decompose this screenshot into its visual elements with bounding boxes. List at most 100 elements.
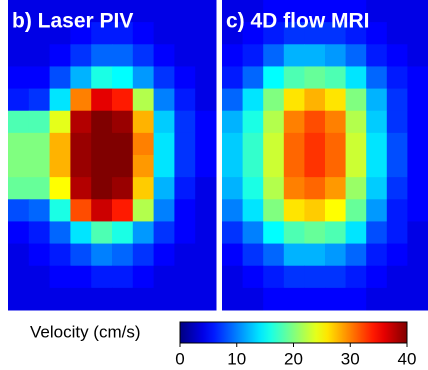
heatmap-cell <box>195 89 216 112</box>
heatmap-cell <box>195 44 216 67</box>
heatmap-cell <box>133 155 154 178</box>
heatmap-cell <box>195 244 216 267</box>
heatmap-cell <box>154 288 175 311</box>
heatmap-cell <box>8 199 29 222</box>
heatmap-cell <box>50 111 71 134</box>
heatmap-cell <box>263 288 284 311</box>
heatmap-cell <box>304 244 325 267</box>
heatmap-cell <box>70 89 91 112</box>
heatmap-cell <box>174 199 195 222</box>
heatmap-cell <box>284 44 305 67</box>
heatmap-cell <box>366 89 387 112</box>
heatmap-cell <box>91 44 112 67</box>
heatmap-cell <box>112 199 133 222</box>
heatmap-cell <box>325 221 346 244</box>
heatmap-cell <box>8 44 29 67</box>
heatmap-cell <box>222 44 243 67</box>
heatmap-cell <box>91 199 112 222</box>
heatmap-cell <box>154 66 175 89</box>
heatmap-cell <box>346 66 367 89</box>
heatmap-cell <box>8 266 29 289</box>
heatmap-cell <box>366 111 387 134</box>
heatmap-cell <box>284 288 305 311</box>
colorbar-tick-label: 20 <box>284 349 303 368</box>
heatmap-cell <box>243 89 264 112</box>
heatmap-cell <box>8 133 29 156</box>
heatmap-cell <box>50 199 71 222</box>
heatmap-cell <box>284 155 305 178</box>
heatmap-cell <box>304 221 325 244</box>
heatmap-cell <box>387 133 408 156</box>
heatmap-cell <box>154 199 175 222</box>
heatmap-cell <box>91 177 112 200</box>
heatmap-cell <box>284 199 305 222</box>
heatmap-cell <box>222 133 243 156</box>
heatmap-cell <box>195 111 216 134</box>
heatmap-cell <box>387 266 408 289</box>
heatmap-cell <box>174 22 195 45</box>
heatmap-cell <box>29 177 50 200</box>
heatmap-cell <box>243 66 264 89</box>
heatmap-cell <box>222 89 243 112</box>
heatmap-cell <box>325 177 346 200</box>
heatmap-cell <box>325 111 346 134</box>
heatmap-cell <box>29 44 50 67</box>
heatmap-cell <box>112 177 133 200</box>
heatmap-cell <box>29 266 50 289</box>
heatmap-cell <box>133 199 154 222</box>
heatmap-cell <box>346 199 367 222</box>
heatmap-cell <box>407 133 428 156</box>
heatmap-cell <box>154 221 175 244</box>
heatmap-cell <box>387 44 408 67</box>
heatmap-cell <box>29 155 50 178</box>
heatmap-cell <box>366 199 387 222</box>
heatmap-cell <box>263 155 284 178</box>
heatmap-cell <box>133 133 154 156</box>
heatmap-cell <box>174 244 195 267</box>
heatmap-cell <box>222 177 243 200</box>
heatmap-cell <box>284 89 305 112</box>
heatmap-cell <box>133 0 154 23</box>
heatmap-cell <box>222 244 243 267</box>
heatmap-cell <box>325 288 346 311</box>
heatmap-cell <box>91 266 112 289</box>
heatmap-cell <box>222 288 243 311</box>
heatmap-cell <box>29 66 50 89</box>
heatmap-cell <box>112 266 133 289</box>
heatmap-cell <box>263 111 284 134</box>
colorbar-label: Velocity (cm/s) <box>30 322 141 341</box>
heatmap-cell <box>154 133 175 156</box>
heatmap-cell <box>284 244 305 267</box>
heatmap-cell <box>243 244 264 267</box>
heatmap-cell <box>112 244 133 267</box>
heatmap-cell <box>243 266 264 289</box>
heatmap-cell <box>325 155 346 178</box>
heatmap-cell <box>8 111 29 134</box>
heatmap-cell <box>325 244 346 267</box>
heatmap-cell <box>91 111 112 134</box>
heatmap-cell <box>325 44 346 67</box>
heatmap-cell <box>154 22 175 45</box>
heatmap-cell <box>8 244 29 267</box>
heatmap-cell <box>174 177 195 200</box>
heatmap-cell <box>154 244 175 267</box>
heatmap-cell <box>304 111 325 134</box>
heatmap-cell <box>174 133 195 156</box>
heatmap-cell <box>407 199 428 222</box>
heatmap-cell <box>29 199 50 222</box>
heatmap-cell <box>8 155 29 178</box>
heatmap-cell <box>222 111 243 134</box>
heatmap-cell <box>325 89 346 112</box>
heatmap-cell <box>8 66 29 89</box>
heatmap-cell <box>243 44 264 67</box>
heatmap-cell <box>70 177 91 200</box>
heatmap-cell <box>304 66 325 89</box>
heatmap-cell <box>346 288 367 311</box>
heatmap-cell <box>243 288 264 311</box>
heatmap-cell <box>407 0 428 23</box>
heatmap-cell <box>195 199 216 222</box>
heatmap-cell <box>91 288 112 311</box>
heatmap-cell <box>387 177 408 200</box>
colorbar-tick-label: 0 <box>175 349 184 368</box>
heatmap-cell <box>70 111 91 134</box>
